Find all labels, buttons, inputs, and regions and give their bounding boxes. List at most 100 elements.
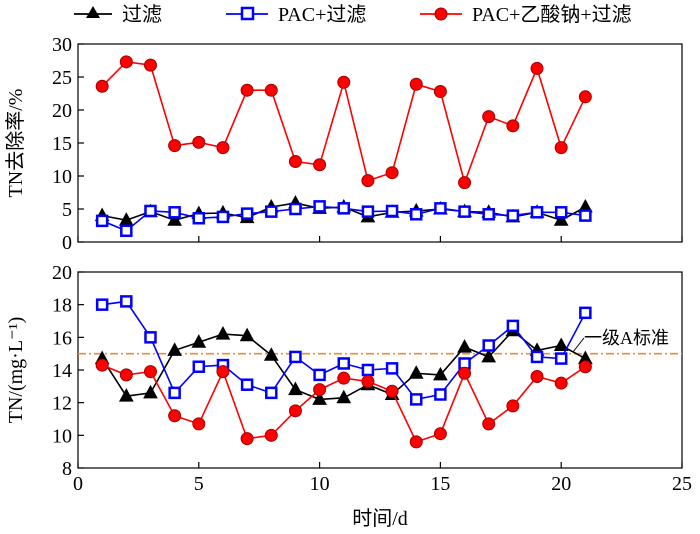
top-pac-filter-point (289, 202, 302, 216)
bottom-filter-point (336, 389, 352, 404)
bottom-y-tick-label: 14 (52, 360, 72, 382)
bottom-series-group (94, 295, 593, 449)
top-pac-filter-point (240, 207, 254, 220)
top-y-tick-label: 10 (52, 166, 72, 188)
bottom-filter-point (312, 391, 327, 405)
bottom-x-tick-label: 15 (430, 473, 450, 495)
bottom-filter-point (167, 342, 182, 356)
top-pac-filter-point (579, 209, 592, 222)
bottom-pac-acetate-filter-point (288, 404, 302, 418)
top-pac-filter-point (313, 200, 326, 213)
bottom-pac-filter-point (265, 386, 278, 400)
top-pac-acetate-filter-point (264, 83, 278, 97)
bottom-filter-point (118, 388, 134, 402)
top-pac-filter-point (361, 205, 375, 218)
top-filter-point (553, 212, 569, 226)
bottom-pac-filter-point (192, 360, 206, 373)
top-pac-acetate-filter-point (168, 139, 182, 153)
top-y-tick-label: 0 (62, 232, 72, 254)
bottom-pac-acetate-filter-point (313, 383, 327, 397)
bottom-y-tick-label: 12 (52, 393, 72, 415)
top-y-tick-label: 5 (62, 199, 72, 221)
bottom-pac-acetate-filter-point (119, 368, 133, 382)
bottom-y-tick-label: 20 (52, 262, 72, 284)
top-pac-acetate-filter-point (192, 135, 206, 149)
top-y-tick-label: 15 (52, 133, 72, 155)
bottom-pac-filter-point (289, 350, 302, 364)
bottom-pac-filter-point (337, 357, 351, 370)
bottom-filter-point (553, 337, 569, 351)
bottom-filter-point (263, 347, 279, 361)
bottom-pac-filter-point (409, 393, 423, 406)
top-pac-filter-point (554, 206, 568, 219)
bottom-y-tick-label: 8 (62, 458, 72, 480)
top-pac-filter-point (530, 206, 544, 219)
bottom-pac-filter-point (434, 388, 447, 401)
top-pac-acetate-filter-point (95, 79, 109, 93)
bottom-pac-filter-point (95, 298, 109, 311)
legend-item-pac-acetate-filter: PAC+乙酸钠+过滤 (420, 3, 632, 26)
bottom-pac-filter-point (313, 368, 326, 382)
top-pac-filter-point (168, 206, 181, 219)
top-pac-acetate-filter-point (530, 61, 544, 75)
top-pac-acetate-filter-point (554, 141, 568, 155)
top-y-tick-label: 20 (52, 100, 72, 122)
top-pac-filter-point (506, 209, 520, 222)
legend-triangle-marker-icon (86, 6, 100, 18)
top-pac-acetate-filter-point (458, 176, 472, 190)
bottom-pac-filter-point (168, 386, 181, 400)
legend-label-pac-filter: PAC+过滤 (278, 3, 366, 26)
bottom-filter-point (143, 384, 158, 399)
bottom-filter-point (433, 366, 448, 381)
top-pac-filter-point (265, 205, 278, 218)
legend-item-pac-filter: PAC+过滤 (226, 3, 366, 26)
top-pac-acetate-filter-point (337, 75, 351, 89)
bottom-pac-filter-point (361, 363, 375, 377)
bottom-pac-acetate-filter-point (337, 371, 351, 385)
top-pac-acetate-filter-point (216, 141, 230, 155)
top-pac-acetate-filter-point (240, 83, 254, 97)
top-pac-acetate-filter-point (143, 58, 157, 72)
bottom-pac-acetate-filter-point (409, 435, 423, 449)
bottom-pac-filter-point (579, 306, 592, 320)
bottom-pac-acetate-filter-point (506, 399, 520, 413)
bottom-y-tick-label: 18 (52, 295, 72, 317)
bottom-pac-acetate-filter-point (458, 366, 472, 380)
bottom-y-axis-title: TN/(mg·L⁻¹) (5, 317, 27, 424)
top-pac-filter-point (337, 202, 351, 215)
bottom-plot-tn-concentration: 8 10 12 14 16 18 20 0 5 10 15 20 25 一级A标准 TN/(mg·L⁻¹… (5, 262, 692, 530)
top-pac-filter-point (95, 214, 109, 228)
bottom-pac-filter-point (554, 352, 568, 365)
bottom-filter-point (457, 339, 472, 353)
bottom-pac-acetate-filter-point (578, 360, 592, 374)
bottom-pac-acetate-filter-point (216, 365, 230, 379)
top-pac-acetate-filter-point (385, 166, 399, 180)
bottom-pac-acetate-filter-point (168, 409, 182, 423)
top-pac-filter-point (482, 208, 495, 221)
top-pac-filter-point (458, 205, 471, 218)
bottom-pac-acetate-filter-point (240, 432, 254, 446)
top-pac-acetate-filter-point (482, 110, 496, 124)
legend-square-marker-icon (240, 6, 255, 21)
top-series-group (94, 55, 593, 238)
bottom-filter-point (408, 365, 424, 379)
top-pac-acetate-filter-point (119, 55, 133, 69)
top-filter-point (167, 212, 182, 226)
bottom-pac-filter-point (144, 331, 157, 344)
top-y-ticks: 0 5 10 15 20 25 30 (52, 34, 683, 254)
legend: 过滤 PAC+过滤 PAC+乙酸钠+过滤 (74, 3, 632, 26)
top-pac-acetate-filter-point (506, 119, 520, 133)
bottom-filter-point (191, 334, 207, 348)
bottom-filter-point (215, 326, 231, 340)
bottom-pac-acetate-filter-point (482, 417, 496, 431)
bottom-x-tick-label: 20 (551, 473, 571, 495)
standard-label: 一级A标准 (584, 328, 669, 348)
legend-label-pac-acetate-filter: PAC+乙酸钠+过滤 (472, 3, 632, 26)
top-pac-filter-point (144, 204, 157, 218)
top-pac-filter-point (120, 224, 133, 238)
bottom-pac-filter-point (506, 319, 520, 333)
top-pac-acetate-filter-point (409, 77, 423, 91)
top-y-axis-title: TN去除率/% (4, 89, 27, 198)
bottom-pac-acetate-filter-point (554, 376, 568, 390)
